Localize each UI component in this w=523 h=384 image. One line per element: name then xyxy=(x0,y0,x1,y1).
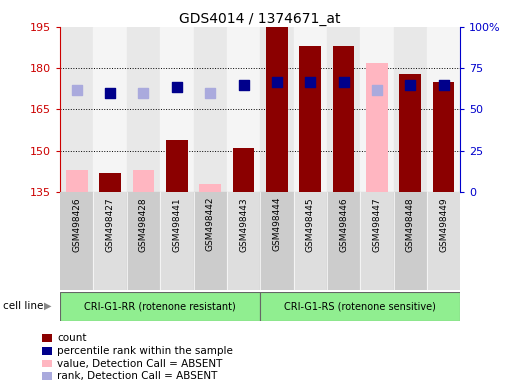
Text: CRI-G1-RS (rotenone sensitive): CRI-G1-RS (rotenone sensitive) xyxy=(285,301,436,311)
Bar xyxy=(166,140,188,192)
Point xyxy=(339,79,348,85)
Bar xyxy=(227,27,260,192)
Point xyxy=(173,84,181,91)
Text: rank, Detection Call = ABSENT: rank, Detection Call = ABSENT xyxy=(57,371,218,381)
Text: ▶: ▶ xyxy=(44,301,52,311)
Bar xyxy=(160,192,194,290)
Bar xyxy=(99,173,121,192)
Bar xyxy=(127,192,160,290)
Point xyxy=(206,90,214,96)
Bar xyxy=(266,27,288,192)
Bar xyxy=(199,184,221,192)
Bar xyxy=(293,192,327,290)
Text: GSM498446: GSM498446 xyxy=(339,197,348,252)
Title: GDS4014 / 1374671_at: GDS4014 / 1374671_at xyxy=(179,12,341,26)
Bar xyxy=(366,63,388,192)
Bar xyxy=(133,170,154,192)
Point xyxy=(106,90,115,96)
Point xyxy=(272,79,281,85)
Bar xyxy=(260,192,293,290)
Text: GSM498449: GSM498449 xyxy=(439,197,448,252)
Bar xyxy=(433,82,454,192)
Bar xyxy=(194,27,227,192)
Text: CRI-G1-RR (rotenone resistant): CRI-G1-RR (rotenone resistant) xyxy=(84,301,236,311)
Bar xyxy=(60,192,94,290)
Point xyxy=(240,81,248,88)
Point xyxy=(306,79,314,85)
Point xyxy=(73,87,81,93)
Bar xyxy=(427,192,460,290)
Text: GSM498442: GSM498442 xyxy=(206,197,214,252)
Point xyxy=(406,81,414,88)
Text: value, Detection Call = ABSENT: value, Detection Call = ABSENT xyxy=(57,359,222,369)
Text: cell line: cell line xyxy=(3,301,43,311)
Point xyxy=(139,90,147,96)
Text: GSM498427: GSM498427 xyxy=(106,197,115,252)
Bar xyxy=(127,27,160,192)
Bar xyxy=(394,192,427,290)
Text: GSM498448: GSM498448 xyxy=(406,197,415,252)
Text: GSM498426: GSM498426 xyxy=(72,197,81,252)
Bar xyxy=(160,27,194,192)
Bar xyxy=(260,292,460,321)
Bar xyxy=(327,192,360,290)
Bar xyxy=(360,27,393,192)
Bar xyxy=(293,27,327,192)
Point xyxy=(439,81,448,88)
Bar xyxy=(394,27,427,192)
Bar xyxy=(400,74,421,192)
Bar xyxy=(333,46,355,192)
Bar xyxy=(299,46,321,192)
Bar xyxy=(233,148,254,192)
Text: GSM498443: GSM498443 xyxy=(239,197,248,252)
Text: GSM498444: GSM498444 xyxy=(272,197,281,252)
Bar xyxy=(360,192,393,290)
Text: GSM498445: GSM498445 xyxy=(306,197,315,252)
Point xyxy=(373,87,381,93)
Bar xyxy=(60,27,94,192)
Bar xyxy=(327,27,360,192)
Bar xyxy=(60,292,260,321)
Text: count: count xyxy=(57,333,87,343)
Bar xyxy=(427,27,460,192)
Text: GSM498447: GSM498447 xyxy=(372,197,381,252)
Text: GSM498441: GSM498441 xyxy=(173,197,181,252)
Bar xyxy=(227,192,260,290)
Bar xyxy=(194,192,227,290)
Bar xyxy=(66,170,88,192)
Text: GSM498428: GSM498428 xyxy=(139,197,148,252)
Text: percentile rank within the sample: percentile rank within the sample xyxy=(57,346,233,356)
Bar xyxy=(94,192,127,290)
Bar xyxy=(94,27,127,192)
Bar xyxy=(260,27,293,192)
